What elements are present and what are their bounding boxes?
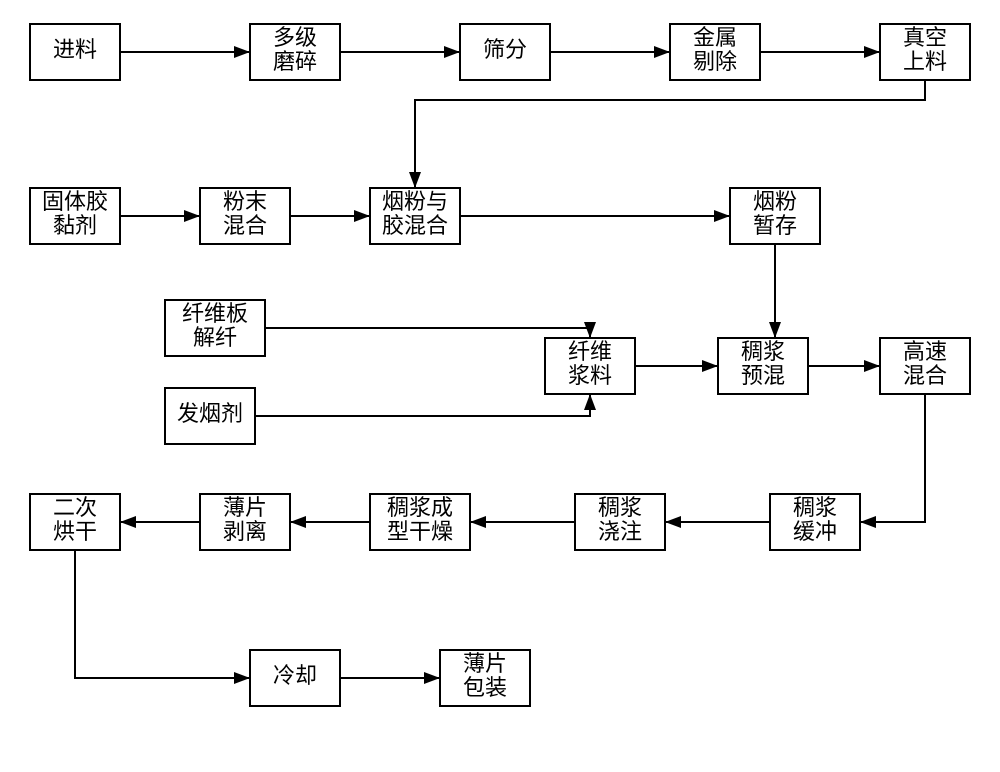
flow-node-label: 烘干 <box>53 519 97 544</box>
flow-node-fiberpulp: 纤维浆料 <box>545 338 635 394</box>
flow-node-label: 稠浆 <box>741 339 785 364</box>
flow-node-dry1: 稠浆成型干燥 <box>370 494 470 550</box>
flow-node-dry2: 二次烘干 <box>30 494 120 550</box>
flow-node-label: 粉末 <box>223 189 267 214</box>
flow-node-feed: 进料 <box>30 24 120 80</box>
flow-node-powderstore: 烟粉暂存 <box>730 188 820 244</box>
flow-node-peel: 薄片剥离 <box>200 494 290 550</box>
flow-node-label: 高速 <box>903 339 947 364</box>
flow-node-pack: 薄片包装 <box>440 650 530 706</box>
flow-edge <box>265 328 590 338</box>
flow-node-highspeed: 高速混合 <box>880 338 970 394</box>
flow-node-label: 稠浆成 <box>387 495 453 520</box>
flow-node-label: 磨碎 <box>273 49 317 74</box>
flow-node-label: 浇注 <box>598 519 642 544</box>
flow-node-label: 进料 <box>53 37 97 62</box>
flow-node-label: 混合 <box>903 363 947 388</box>
flow-node-pour: 稠浆浇注 <box>575 494 665 550</box>
flow-node-label: 剔除 <box>693 49 737 74</box>
flow-node-label: 固体胶 <box>42 189 108 214</box>
flow-node-label: 烟粉 <box>753 189 797 214</box>
flow-node-label: 浆料 <box>568 363 612 388</box>
flow-edge <box>415 80 925 188</box>
flow-node-label: 二次 <box>53 495 97 520</box>
flow-edge <box>255 394 590 416</box>
flow-node-label: 冷却 <box>273 663 317 688</box>
flow-node-label: 稠浆 <box>598 495 642 520</box>
flow-node-label: 解纤 <box>193 325 237 350</box>
flow-node-binder: 固体胶黏剂 <box>30 188 120 244</box>
flow-node-label: 包装 <box>463 675 507 700</box>
flow-node-label: 纤维 <box>568 339 612 364</box>
flow-node-mix1: 烟粉与胶混合 <box>370 188 460 244</box>
flow-node-label: 型干燥 <box>387 519 453 544</box>
flow-node-label: 黏剂 <box>53 213 97 238</box>
flow-node-grind: 多级磨碎 <box>250 24 340 80</box>
flow-node-label: 真空 <box>903 25 947 50</box>
flow-node-label: 多级 <box>273 25 317 50</box>
flow-node-label: 筛分 <box>483 37 527 62</box>
flow-node-label: 薄片 <box>223 495 267 520</box>
flow-edge <box>860 394 925 522</box>
flow-node-label: 薄片 <box>463 651 507 676</box>
flow-node-label: 剥离 <box>223 519 267 544</box>
flow-node-smokeagent: 发烟剂 <box>165 388 255 444</box>
flow-node-label: 暂存 <box>753 213 797 238</box>
flow-node-fiberboard: 纤维板解纤 <box>165 300 265 356</box>
flow-node-label: 上料 <box>903 49 947 74</box>
flow-node-label: 混合 <box>223 213 267 238</box>
flow-node-label: 预混 <box>741 363 785 388</box>
flow-node-cool: 冷却 <box>250 650 340 706</box>
flow-node-buffer: 稠浆缓冲 <box>770 494 860 550</box>
flow-node-vacuumload: 真空上料 <box>880 24 970 80</box>
flow-node-label: 胶混合 <box>382 213 448 238</box>
flow-node-label: 纤维板 <box>182 301 248 326</box>
flowchart-canvas: 进料多级磨碎筛分金属剔除真空上料固体胶黏剂粉末混合烟粉与胶混合烟粉暂存纤维板解纤… <box>0 0 1000 772</box>
flow-node-premix: 稠浆预混 <box>718 338 808 394</box>
flow-node-sieve: 筛分 <box>460 24 550 80</box>
flow-node-label: 金属 <box>693 25 737 50</box>
flow-node-label: 缓冲 <box>793 519 837 544</box>
flow-node-powdermix: 粉末混合 <box>200 188 290 244</box>
flow-edge <box>75 550 250 678</box>
flow-node-label: 发烟剂 <box>177 401 243 426</box>
flow-node-label: 稠浆 <box>793 495 837 520</box>
flow-node-metalremove: 金属剔除 <box>670 24 760 80</box>
flow-node-label: 烟粉与 <box>382 189 448 214</box>
